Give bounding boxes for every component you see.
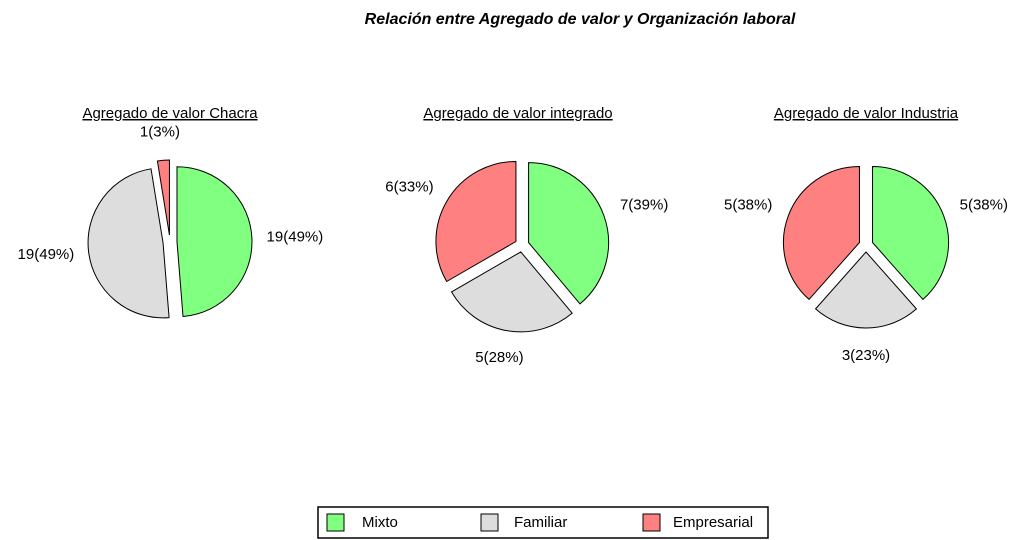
data-label: 7(39%): [620, 197, 668, 214]
pie-slice: [872, 166, 950, 301]
legend: [317, 506, 769, 539]
chart-title: Relación entre Agregado de valor y Organ…: [365, 11, 796, 28]
pie-slice: [528, 162, 610, 305]
pie-title: Agregado de valor Chacra: [82, 105, 258, 122]
pie-slice: [87, 168, 170, 319]
pie-title: Agregado de valor Industria: [774, 105, 959, 122]
pie-slice: [156, 159, 170, 236]
legend-label: Familiar: [514, 514, 567, 531]
data-label: 19(49%): [267, 229, 324, 246]
pie-slice: [814, 251, 918, 329]
legend-swatch: [642, 513, 661, 532]
data-label: 19(49%): [18, 246, 75, 263]
data-label: 3(23%): [842, 347, 890, 364]
legend-label: Mixto: [362, 514, 398, 531]
legend-swatch: [480, 513, 499, 532]
data-label: 1(3%): [140, 123, 180, 140]
pie-slice: [176, 166, 253, 318]
legend-swatch: [326, 513, 345, 532]
pie-title: Agregado de valor integrado: [423, 105, 612, 122]
legend-label: Empresarial: [673, 514, 753, 531]
data-label: 5(38%): [960, 197, 1008, 214]
pie-slice: [435, 160, 517, 283]
data-label: 6(33%): [385, 178, 433, 195]
pie-slice: [450, 251, 573, 333]
pie-slice: [782, 166, 860, 301]
data-label: 5(38%): [724, 197, 772, 214]
data-label: 5(28%): [475, 349, 523, 366]
